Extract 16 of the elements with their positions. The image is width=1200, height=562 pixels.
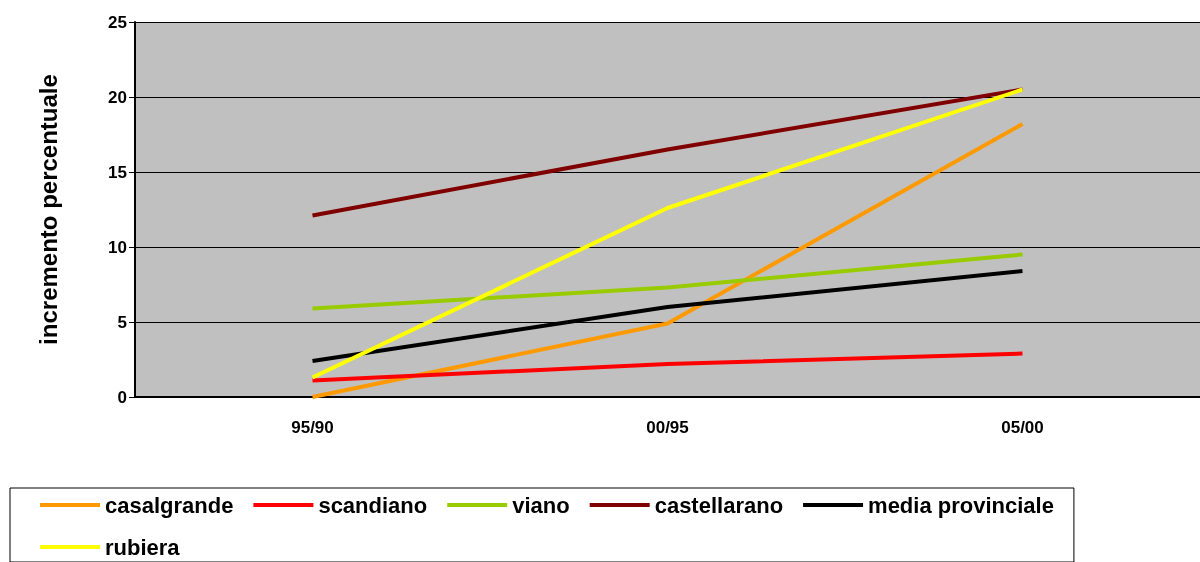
y-tick-label: 20: [108, 87, 127, 107]
y-tick-label: 5: [117, 312, 127, 332]
y-tick-label: 25: [108, 12, 127, 32]
x-tick-label: 00/95: [646, 418, 689, 437]
legend-label: rubiera: [105, 534, 181, 560]
legend-label: casalgrande: [105, 492, 234, 518]
legend-label: viano: [512, 492, 570, 518]
y-tick-label: 10: [108, 237, 127, 257]
legend-label: scandiano: [318, 492, 428, 518]
x-tick-label: 95/90: [291, 418, 334, 437]
y-tick-label: 0: [117, 387, 127, 407]
legend-label: castellarano: [654, 492, 784, 518]
y-tick-label: 15: [108, 162, 127, 182]
x-tick-label: 05/00: [1001, 418, 1044, 437]
legend-label: media provinciale: [868, 492, 1054, 518]
y-axis-title: incremento percentuale: [34, 74, 62, 345]
